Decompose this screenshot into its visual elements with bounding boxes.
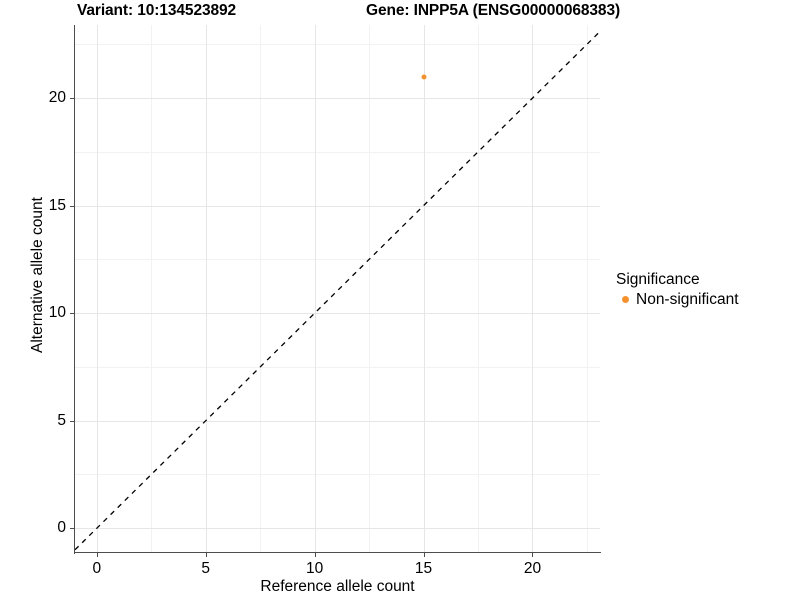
y-tick-mark-10 [70, 313, 74, 315]
identity-reference-line [74, 30, 601, 551]
gridline-y-0 [75, 528, 600, 530]
y-tick-label-20: 20 [48, 89, 66, 107]
identity-line-segment [74, 30, 601, 551]
legend-entry-label: Non-significant [636, 291, 739, 308]
y-tick-mark-0 [70, 528, 74, 530]
gridline-y-15 [75, 205, 600, 207]
gridline-x-15 [423, 25, 425, 553]
circle-marker [616, 291, 634, 309]
y-tick-label-5: 5 [57, 411, 66, 429]
gridline-x-22.5 [586, 25, 588, 553]
gridline-y-22.5 [75, 44, 600, 46]
gridline-y-20 [75, 98, 600, 100]
legend-title: Significance [616, 271, 700, 288]
x-tick-mark-0 [96, 553, 98, 557]
gridline-x-5 [205, 25, 207, 553]
gene-title: Gene: INPP5A (ENSG00000068383) [366, 2, 621, 19]
gridline-y-17.5 [75, 151, 600, 153]
gridline-y-7.5 [75, 366, 600, 368]
data-point[interactable] [421, 74, 427, 80]
legend-entry-0[interactable]: Non-significant [616, 290, 796, 309]
variant-title: Variant: 10:134523892 [77, 2, 237, 19]
x-tick-label-20: 20 [523, 560, 542, 577]
gridline-x-12.5 [369, 25, 371, 553]
legend-swatch [621, 296, 629, 303]
y-axis-line [74, 25, 76, 554]
x-tick-label-5: 5 [201, 560, 211, 577]
x-axis-label: Reference allele count [260, 578, 415, 595]
gridline-x-17.5 [478, 25, 479, 553]
legend-entries: Non-significant [616, 290, 796, 309]
x-tick-label-15: 15 [414, 560, 433, 577]
y-axis-label: Alternative allele count [29, 197, 46, 353]
x-tick-mark-5 [205, 553, 207, 557]
y-tick-mark-15 [70, 205, 74, 207]
x-tick-mark-15 [423, 553, 425, 557]
y-tick-label-15: 15 [48, 196, 66, 214]
x-tick-label-10: 10 [306, 560, 324, 577]
scatter-plot-panel [74, 25, 601, 553]
y-tick-mark-5 [70, 420, 74, 422]
y-tick-label-0: 0 [57, 519, 66, 537]
x-tick-mark-10 [314, 553, 316, 557]
y-tick-label-10: 10 [48, 304, 66, 322]
x-tick-mark-20 [532, 553, 534, 557]
gridline-y-2.5 [75, 474, 600, 476]
gridline-y-10 [75, 313, 600, 315]
gridline-x-2.5 [151, 25, 153, 553]
gridline-x-7.5 [260, 25, 262, 553]
gridline-x-0 [96, 25, 98, 553]
gridline-x-10 [314, 25, 316, 553]
legend: Significance Non-significant [616, 270, 796, 309]
x-tick-label-0: 0 [92, 560, 102, 577]
gridline-y-12.5 [75, 259, 600, 261]
gridline-x-20 [532, 25, 534, 553]
x-axis-line [74, 552, 601, 554]
y-tick-mark-20 [70, 98, 74, 100]
gridline-y-5 [75, 420, 600, 422]
